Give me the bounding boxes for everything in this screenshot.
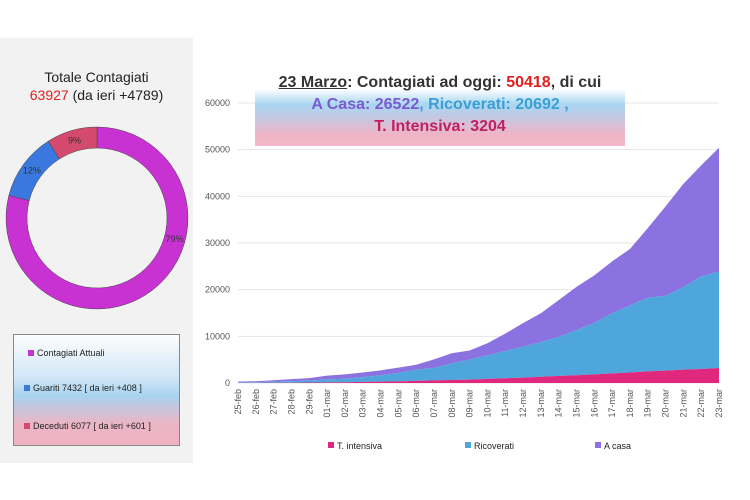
- x-tick-label: 18-mar: [625, 389, 635, 418]
- legend-swatch: [24, 423, 30, 429]
- x-tick-label: 03-mar: [358, 389, 368, 418]
- x-tick-label: 29-feb: [304, 389, 314, 415]
- donut-slice-label: 79%: [166, 234, 184, 244]
- banner-total: 50418: [506, 74, 551, 91]
- legend-swatch: [595, 442, 601, 448]
- area-t-intensiva: [238, 368, 719, 383]
- y-tick-label: 60000: [205, 98, 230, 108]
- legend-label: Contagiati Attuali: [37, 348, 105, 358]
- banner-text: , di cui: [550, 74, 602, 91]
- legend-swatch: [465, 442, 471, 448]
- total-value: 63927: [29, 87, 69, 103]
- legend-label: Deceduti 6077 [ da ieri +601 ]: [33, 421, 151, 431]
- legend-swatch: [28, 350, 34, 356]
- area-chart: 0 10000 20000 30000 40000 50000 60000 25-feb 26-…: [205, 98, 724, 451]
- legend-item-contagiati: Contagiati Attuali: [28, 348, 105, 358]
- legend-label: A casa: [604, 441, 631, 451]
- banner-sep: ,: [419, 96, 429, 113]
- x-tick-label: 02-mar: [340, 389, 350, 418]
- x-tick-label: 22-mar: [696, 389, 706, 418]
- x-tick-label: 28-feb: [286, 389, 296, 415]
- x-tick-label: 12-mar: [518, 389, 528, 418]
- banner-ricoverati: Ricoverati: 20692 ,: [428, 96, 569, 113]
- y-tick-label: 50000: [205, 145, 230, 155]
- y-tick-label: 40000: [205, 191, 230, 201]
- y-tick-label: 0: [225, 378, 230, 388]
- x-tick-label: 21-mar: [678, 389, 688, 418]
- legend-label: Ricoverati: [474, 441, 514, 451]
- x-tick-label: 01-mar: [322, 389, 332, 418]
- summary-banner: 23 Marzo: Contagiati ad oggi: 50418, di …: [255, 70, 625, 146]
- x-tick-label: 07-mar: [429, 389, 439, 418]
- x-tick-label: 26-feb: [251, 389, 261, 415]
- donut-slice: [47, 126, 98, 160]
- donut-slice: [5, 126, 189, 310]
- x-tick-label: 05-mar: [393, 389, 403, 418]
- x-tick-label: 11-mar: [500, 389, 510, 417]
- donut-slice-label: 9%: [68, 136, 81, 146]
- total-label: Totale Contagiati: [44, 69, 149, 85]
- donut-legend: Contagiati Attuali Guariti 7432 [ da ier…: [13, 334, 180, 446]
- x-tick-label: 09-mar: [465, 389, 475, 418]
- banner-text: : Contagiati ad oggi:: [347, 74, 507, 91]
- legend-item-guariti: Guariti 7432 [ da ieri +408 ]: [24, 383, 142, 393]
- banner-intensiva: T. Intensiva: 3204: [374, 118, 506, 135]
- legend-swatch: [24, 385, 30, 391]
- banner-date: 23 Marzo: [278, 74, 348, 91]
- total-delta: (da ieri +4789): [72, 87, 164, 103]
- y-tick-label: 30000: [205, 238, 230, 248]
- x-tick-label: 17-mar: [607, 389, 617, 418]
- y-tick-label: 20000: [205, 285, 230, 295]
- x-tick-label: 10-mar: [482, 389, 492, 418]
- x-tick-label: 25-feb: [233, 389, 243, 415]
- x-tick-label: 14-mar: [554, 389, 564, 418]
- y-tick-label: 10000: [205, 331, 230, 341]
- legend-swatch: [328, 442, 334, 448]
- summary-title: Totale Contagiati 63927 (da ieri +4789): [0, 68, 193, 104]
- legend-label: Guariti 7432 [ da ieri +408 ]: [33, 383, 142, 393]
- x-tick-label: 06-mar: [411, 389, 421, 418]
- donut-slice-label: 12%: [23, 166, 41, 176]
- banner-casa: A Casa: 26522: [311, 96, 420, 113]
- x-tick-label: 15-mar: [571, 389, 581, 418]
- legend-label: T. intensiva: [337, 441, 382, 451]
- x-tick-label: 16-mar: [589, 389, 599, 418]
- x-tick-label: 20-mar: [661, 389, 671, 418]
- x-tick-label: 08-mar: [447, 389, 457, 418]
- area-a-casa: [238, 147, 719, 383]
- x-tick-label: 13-mar: [536, 389, 546, 418]
- x-tick-label: 19-mar: [643, 389, 653, 418]
- legend-item-deceduti: Deceduti 6077 [ da ieri +601 ]: [24, 421, 151, 431]
- x-tick-label: 27-feb: [269, 389, 279, 415]
- x-tick-label: 23-mar: [714, 389, 724, 418]
- area-ricoverati: [238, 271, 719, 383]
- x-tick-label: 04-mar: [376, 389, 386, 418]
- donut-chart: 79% 12% 9%: [5, 126, 189, 310]
